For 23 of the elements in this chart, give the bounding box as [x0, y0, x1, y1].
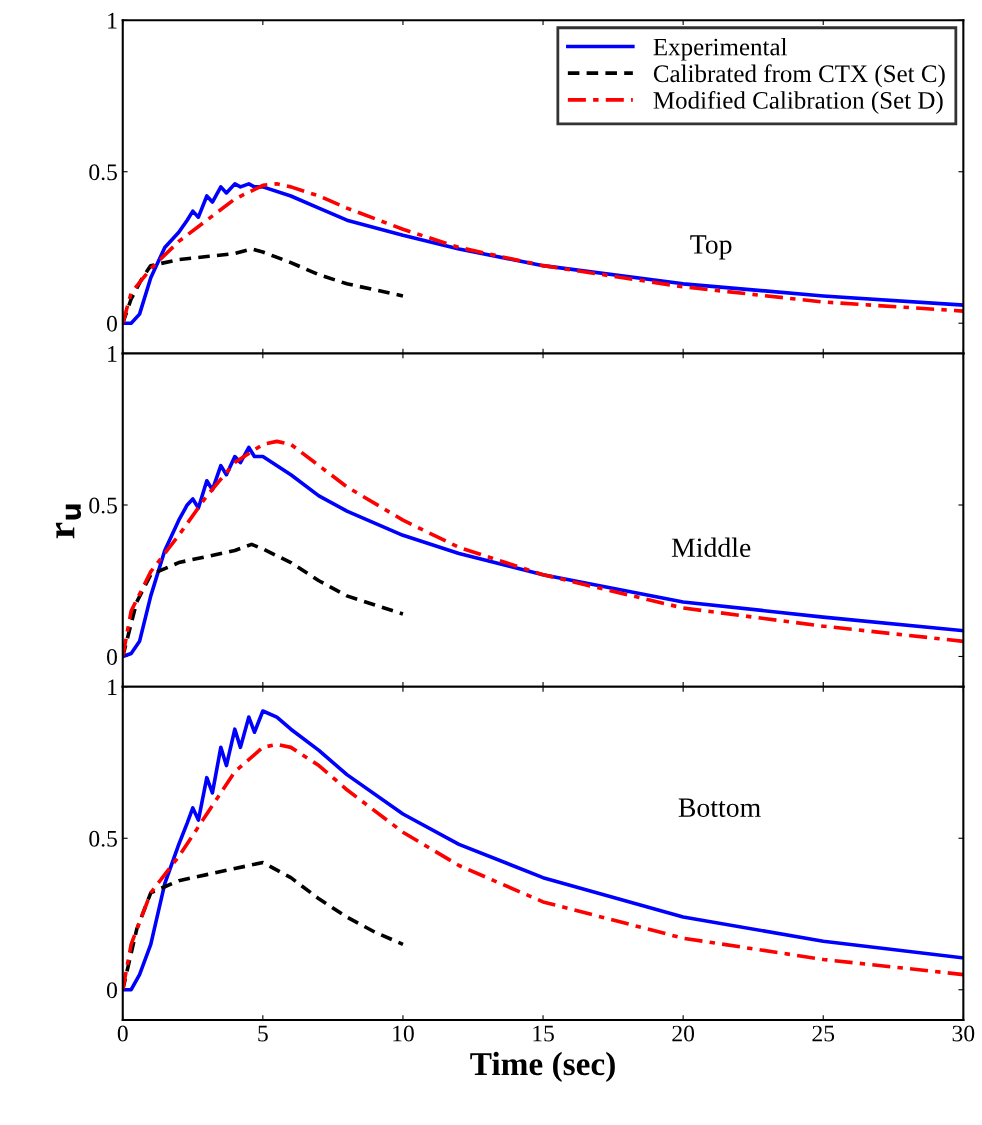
y-tick-label: 0 — [106, 315, 117, 332]
x-axis-title: Time (sec) — [470, 1051, 615, 1083]
y-tick-label: 0.5 — [89, 830, 117, 847]
legend-label: Modified Calibration (Set D) — [653, 91, 943, 114]
y-tick-label: 1 — [108, 679, 117, 695]
x-tick-label: 15 — [533, 1025, 554, 1042]
y-axis-title: r$_{u}$ — [55, 504, 82, 539]
x-tick-label: 25 — [812, 1025, 835, 1042]
annotation: Middle — [671, 537, 751, 558]
y-tick-label: 1 — [108, 346, 117, 362]
annotation: Bottom — [678, 798, 761, 818]
y-tick-label: 0 — [106, 982, 117, 999]
y-tick-label: 0 — [106, 648, 117, 665]
legend-label: Experimental — [653, 37, 788, 61]
legend-label: Calibrated from CTX (Set C) — [653, 64, 945, 88]
y-tick-label: 1 — [108, 12, 117, 29]
x-tick-label: 20 — [672, 1025, 695, 1042]
annotation: Top — [690, 235, 732, 260]
x-tick-label: 10 — [393, 1025, 414, 1042]
x-tick-label: 5 — [258, 1025, 268, 1042]
y-tick-label: 0.5 — [89, 497, 117, 514]
y-tick-label: 0.5 — [89, 164, 117, 181]
x-tick-label: 30 — [952, 1025, 975, 1042]
